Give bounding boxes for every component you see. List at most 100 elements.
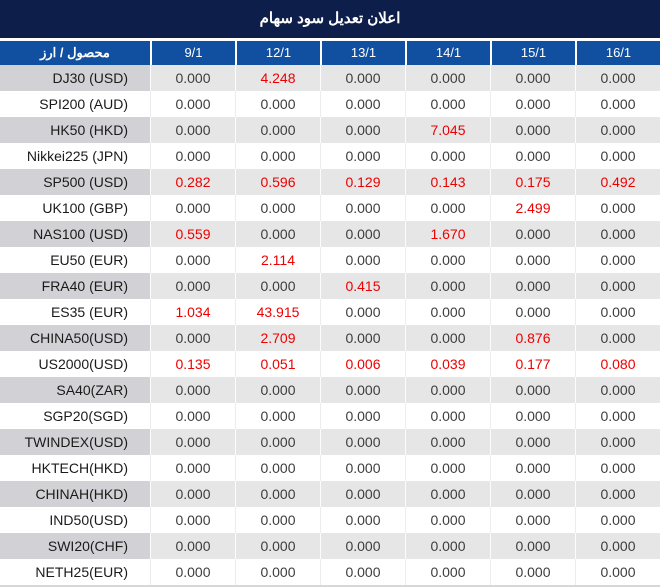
- value-cell: 0.000: [490, 481, 575, 507]
- value-cell: 0.000: [320, 91, 405, 117]
- value-cell: 0.000: [405, 403, 490, 429]
- column-header-date: 12/1: [235, 41, 320, 65]
- column-header-product-currency: محصول / ارز: [40, 45, 110, 60]
- value-cell: 2.499: [490, 195, 575, 221]
- table-bottom-border: [0, 585, 660, 587]
- value-cell: 0.000: [150, 507, 235, 533]
- value-cell: 0.000: [320, 533, 405, 559]
- row-label: UK100 (GBP): [42, 200, 128, 216]
- table-row: Nikkei225 (JPN) 0.000 0.000 0.000 0.000 0.000…: [0, 143, 660, 169]
- table-row: CHINAH(HKD) 0.000 0.000 0.000 0.000 0.000 0.00…: [0, 481, 660, 507]
- table-row: TWINDEX(USD) 0.000 0.000 0.000 0.000 0.000 0.0…: [0, 429, 660, 455]
- value-cell: 0.000: [490, 403, 575, 429]
- value-cell: 7.045: [405, 117, 490, 143]
- value-cell: 0.000: [490, 117, 575, 143]
- value-cell: 0.596: [235, 169, 320, 195]
- value-cell: 2.709: [235, 325, 320, 351]
- value-cell: 0.000: [235, 143, 320, 169]
- value-cell: 0.000: [235, 429, 320, 455]
- table-row: ES35 (EUR) 1.034 43.915 0.000 0.000 0.000 0.00…: [0, 299, 660, 325]
- value-cell: 0.000: [235, 91, 320, 117]
- value-cell: 0.000: [575, 247, 660, 273]
- value-cell: 0.000: [490, 507, 575, 533]
- value-cell: 0.282: [150, 169, 235, 195]
- value-cell: 0.000: [150, 429, 235, 455]
- title-divider: [0, 38, 660, 41]
- value-cell: 0.000: [490, 273, 575, 299]
- value-cell: 0.000: [150, 117, 235, 143]
- table-title: اعلان تعديل سود سهام: [0, 0, 660, 38]
- value-cell: 0.000: [320, 143, 405, 169]
- value-cell: 0.000: [490, 559, 575, 585]
- row-label: SWI20(CHF): [0, 533, 150, 559]
- value-cell: 0.000: [150, 559, 235, 585]
- value-cell: 0.000: [575, 455, 660, 481]
- column-header-date: 13/1: [320, 41, 405, 65]
- value-cell: 0.000: [575, 325, 660, 351]
- value-cell: 0.000: [405, 195, 490, 221]
- row-label: DJ30 (USD): [0, 65, 150, 91]
- table-row: CHINA50(USD) 0.000 2.709 0.000 0.000 0.876 0.0…: [0, 325, 660, 351]
- value-cell: 0.000: [490, 143, 575, 169]
- value-cell: 0.000: [575, 299, 660, 325]
- value-cell: 0.000: [575, 559, 660, 585]
- value-cell: 0.000: [405, 377, 490, 403]
- value-cell: 0.000: [575, 533, 660, 559]
- value-cell: 0.000: [575, 377, 660, 403]
- row-label: IND50(USD): [49, 512, 128, 528]
- row-label: NAS100 (USD): [0, 221, 150, 247]
- value-cell: 0.000: [235, 455, 320, 481]
- value-cell: 0.000: [575, 429, 660, 455]
- table-row: NETH25(EUR) 0.000 0.000 0.000 0.000 0.000 0.00…: [0, 559, 660, 585]
- value-cell: 0.000: [320, 325, 405, 351]
- value-cell: 0.000: [405, 143, 490, 169]
- value-cell: 0.051: [235, 351, 320, 377]
- value-cell: 0.000: [235, 273, 320, 299]
- value-cell: 0.135: [150, 351, 235, 377]
- row-label: SP500 (USD): [0, 169, 150, 195]
- value-cell: 0.000: [320, 221, 405, 247]
- row-label: HK50 (HKD): [0, 117, 150, 143]
- value-cell: 0.000: [405, 533, 490, 559]
- value-cell: 0.129: [320, 169, 405, 195]
- value-cell: 0.000: [320, 247, 405, 273]
- value-cell: 0.000: [405, 325, 490, 351]
- table-row: SPI200 (AUD) 0.000 0.000 0.000 0.000 0.000 0.0…: [0, 91, 660, 117]
- value-cell: 0.000: [575, 403, 660, 429]
- value-cell: 0.000: [235, 117, 320, 143]
- value-cell: 0.000: [575, 481, 660, 507]
- row-label: EU50 (EUR): [50, 252, 128, 268]
- value-cell: 0.175: [490, 169, 575, 195]
- value-cell: 0.000: [575, 117, 660, 143]
- value-cell: 0.000: [405, 559, 490, 585]
- value-cell: 0.000: [320, 559, 405, 585]
- value-cell: 0.000: [150, 65, 235, 91]
- value-cell: 1.034: [150, 299, 235, 325]
- value-cell: 0.000: [320, 507, 405, 533]
- column-header-date: 14/1: [405, 41, 490, 65]
- value-cell: 0.000: [150, 455, 235, 481]
- value-cell: 0.000: [490, 429, 575, 455]
- value-cell: 0.000: [235, 195, 320, 221]
- value-cell: 0.000: [150, 325, 235, 351]
- value-cell: 0.039: [405, 351, 490, 377]
- value-cell: 0.000: [235, 403, 320, 429]
- row-label: CHINAH(HKD): [0, 481, 150, 507]
- value-cell: 0.000: [490, 533, 575, 559]
- value-cell: 0.415: [320, 273, 405, 299]
- table-row: SWI20(CHF) 0.000 0.000 0.000 0.000 0.000 0.000: [0, 533, 660, 559]
- value-cell: 0.000: [320, 403, 405, 429]
- value-cell: 0.000: [235, 377, 320, 403]
- value-cell: 0.000: [575, 507, 660, 533]
- value-cell: 0.000: [575, 273, 660, 299]
- row-label: ES35 (EUR): [50, 304, 128, 320]
- value-cell: 0.000: [405, 65, 490, 91]
- value-cell: 0.559: [150, 221, 235, 247]
- value-cell: 0.006: [320, 351, 405, 377]
- table-row: FRA40 (EUR) 0.000 0.000 0.415 0.000 0.000 0.00…: [0, 273, 660, 299]
- table-row: DJ30 (USD) 0.000 4.248 0.000 0.000 0.000 0.000: [0, 65, 660, 91]
- value-cell: 0.000: [575, 143, 660, 169]
- value-cell: 0.000: [235, 507, 320, 533]
- value-cell: 0.000: [150, 91, 235, 117]
- table-row: SA40(ZAR) 0.000 0.000 0.000 0.000 0.000 0.000: [0, 377, 660, 403]
